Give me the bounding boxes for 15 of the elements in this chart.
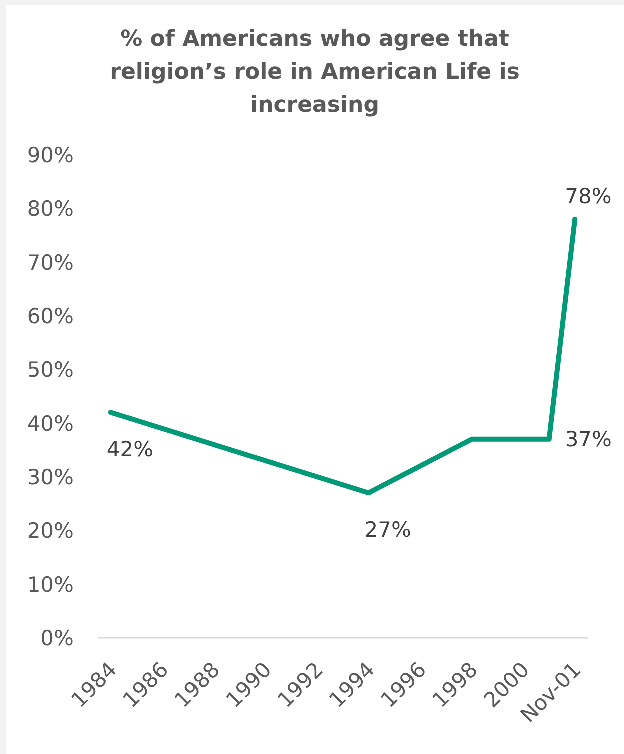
data-label: 37%	[565, 427, 612, 452]
data-label: 27%	[364, 518, 412, 542]
y-tick-label: 60%	[27, 304, 74, 328]
y-tick-label: 70%	[27, 250, 74, 275]
y-tick-label: 50%	[27, 358, 74, 382]
y-tick-label: 0%	[40, 626, 74, 650]
y-tick-label: 30%	[27, 465, 74, 490]
y-tick-label: 90%	[27, 143, 74, 168]
data-label: 78%	[565, 184, 612, 208]
chart-title: % of Americans who agree that religion’s role in American Life is increasing	[109, 26, 521, 120]
y-tick-label: 40%	[27, 412, 74, 436]
y-tick-label: 20%	[27, 519, 74, 544]
data-label: 42%	[106, 437, 154, 462]
y-tick-label: 10%	[27, 572, 74, 597]
y-tick-label: 80%	[27, 197, 74, 222]
